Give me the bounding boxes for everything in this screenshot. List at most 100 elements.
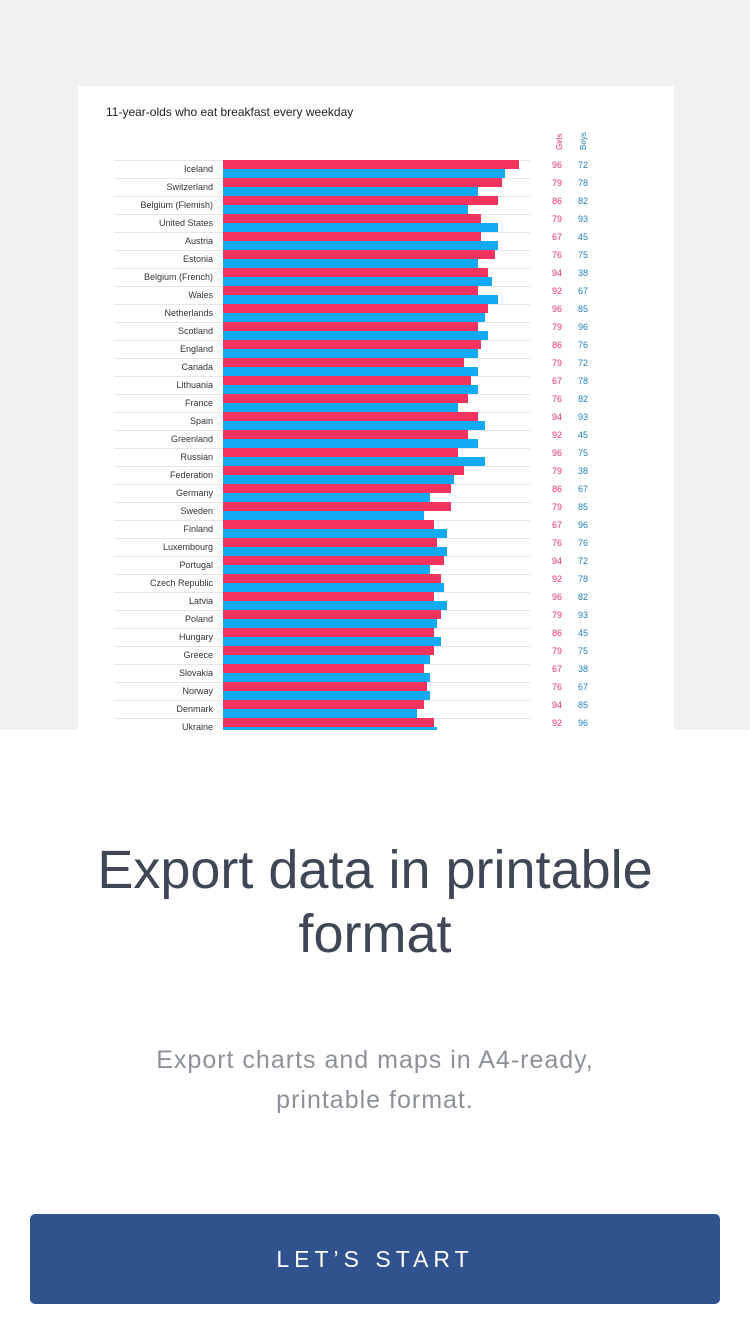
chart-row: Switzerland 79 78 [78,178,674,196]
girls-bar [223,682,427,691]
country-label: Estonia [182,254,213,264]
chart-row: Scotland 79 96 [78,322,674,340]
chart-row: Luxembourg 76 76 [78,538,674,556]
girls-value-label: 94 [552,700,563,710]
boys-value-label: 78 [578,376,589,386]
boys-value-label: 67 [578,484,589,494]
girls-value-label: 92 [552,430,563,440]
girls-bar [223,196,499,205]
girls-bar [223,214,482,223]
country-label: Slovakia [178,668,213,678]
girls-bar [223,376,472,385]
girls-value-label: 86 [552,340,563,350]
country-label: Hungary [178,632,213,642]
chart-row: Poland 79 93 [78,610,674,628]
country-label: Norway [182,686,213,696]
boys-value-label: 93 [578,214,589,224]
boys-value-label: 72 [578,556,589,566]
boys-value-label: 85 [578,700,589,710]
country-label: Belgium (Flemish) [140,200,213,210]
girls-value-label: 92 [552,574,563,584]
girls-bar [223,574,441,583]
boys-value-label: 96 [578,322,589,332]
girls-value-label: 86 [552,196,563,206]
country-label: Germany [175,488,213,498]
boys-bar [223,637,441,646]
boys-value-label: 76 [578,538,589,548]
boys-value-label: 96 [578,718,589,728]
country-label: Greenland [170,434,213,444]
boys-bar [223,529,448,538]
girls-value-label: 76 [552,250,563,260]
girls-bar [223,430,468,439]
girls-value-label: 94 [552,412,563,422]
girls-value-label: 79 [552,502,563,512]
boys-value-label: 38 [578,466,589,476]
onboarding-subtitle: Export charts and maps in A4-ready, prin… [156,1046,594,1114]
girls-bar [223,502,451,511]
boys-bar [223,367,478,376]
boys-value-label: 72 [578,160,589,170]
boys-value-label: 78 [578,178,589,188]
country-label: Ukraine [181,722,213,730]
girls-bar [223,304,489,313]
boys-bar [223,349,478,358]
chart-row: Lithuania 67 78 [78,376,674,394]
boys-value-label: 93 [578,610,589,620]
country-label: Russian [180,452,213,462]
chart-row: Greenland 92 45 [78,430,674,448]
country-label: Switzerland [166,182,213,192]
chart-row: Portugal 94 72 [78,556,674,574]
boys-value-label: 75 [578,250,589,260]
country-label: Lithuania [176,380,213,390]
boys-bar [223,673,431,682]
boys-value-label: 82 [578,394,589,404]
boys-bar [223,313,485,322]
boys-bar [223,601,448,610]
girls-value-label: 79 [552,214,563,224]
boys-bar [223,241,499,250]
chart-row: Belgium (Flemish) 86 82 [78,196,674,214]
girls-value-label: 79 [552,358,563,368]
chart-row: Russian 96 75 [78,448,674,466]
country-label: United States [158,218,213,228]
boys-bar [223,583,444,592]
boys-bar [223,223,499,232]
country-label: Luxembourg [162,542,213,552]
girls-value-label: 94 [552,556,563,566]
chart-row: Austria 67 45 [78,232,674,250]
country-label: Wales [188,290,213,300]
boys-value-label: 38 [578,268,589,278]
girls-bar [223,538,438,547]
girls-bar [223,160,519,169]
lets-start-button[interactable]: LET’S START [30,1214,720,1304]
boys-bar [223,475,455,484]
girls-value-label: 76 [552,394,563,404]
chart-row: Canada 79 72 [78,358,674,376]
boys-bar [223,277,492,286]
country-label: Greece [183,650,213,660]
boys-bar [223,511,424,520]
girls-bar [223,700,424,709]
chart-row: Norway 76 67 [78,682,674,700]
boys-value-label: 72 [578,358,589,368]
girls-bar [223,322,478,331]
chart-preview-area: 11-year-olds who eat breakfast every wee… [0,0,750,730]
chart-row: Estonia 76 75 [78,250,674,268]
chart-row: Federation 79 38 [78,466,674,484]
boys-bar [223,655,431,664]
boys-value-label: 75 [578,448,589,458]
chart-row: Iceland 96 72 [78,160,674,178]
girls-bar [223,232,482,241]
girls-value-label: 96 [552,592,563,602]
boys-bar [223,493,431,502]
country-label: Czech Republic [149,578,213,588]
girls-bar [223,466,465,475]
chart-row: Czech Republic 92 78 [78,574,674,592]
boys-bar [223,565,431,574]
girls-bar [223,412,478,421]
boys-bar [223,403,458,412]
girls-value-label: 67 [552,520,563,530]
chart-row: Slovakia 67 38 [78,664,674,682]
country-label: Portugal [179,560,213,570]
